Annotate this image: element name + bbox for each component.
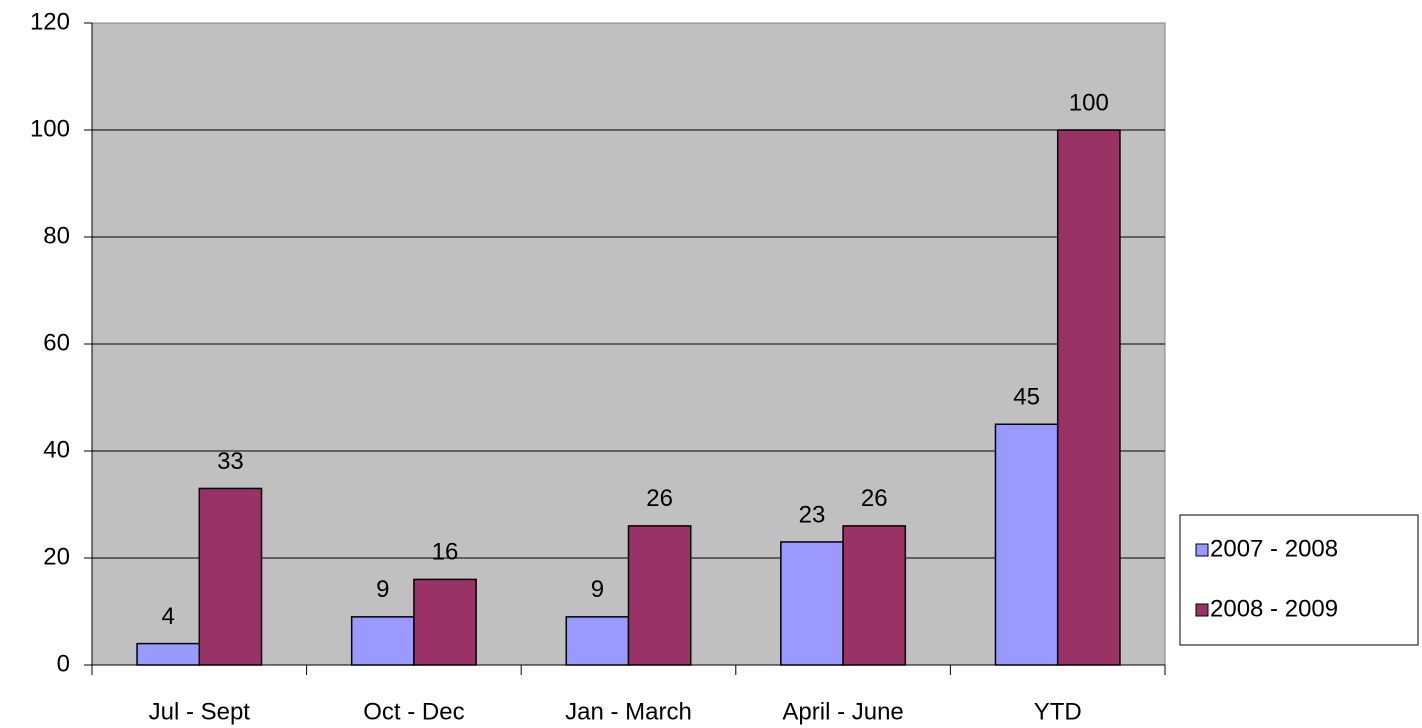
y-tick-label: 120 — [30, 8, 70, 35]
bar — [994, 423, 1059, 666]
data-label: 33 — [217, 448, 244, 475]
data-label: 100 — [1069, 89, 1109, 116]
legend-label: 2008 - 2009 — [1210, 595, 1338, 622]
data-label: 23 — [799, 501, 826, 528]
data-label: 26 — [861, 485, 888, 512]
bar — [780, 541, 844, 666]
x-tick-label: YTD — [1034, 698, 1082, 725]
data-label: 9 — [376, 576, 389, 603]
x-tick-label: Jul - Sept — [149, 698, 251, 725]
y-tick-label: 40 — [43, 436, 70, 463]
y-tick-label: 0 — [57, 650, 70, 677]
y-tick-label: 80 — [43, 222, 70, 249]
bar — [842, 525, 907, 666]
bar — [565, 616, 630, 666]
x-tick-label: April - June — [782, 698, 903, 725]
x-tick-label: Jan - March — [565, 698, 692, 725]
bar — [1056, 129, 1121, 666]
data-label: 45 — [1013, 384, 1040, 411]
legend — [1179, 514, 1419, 646]
y-tick-label: 20 — [43, 543, 70, 570]
y-tick-label: 60 — [43, 329, 70, 356]
bar — [413, 578, 477, 666]
y-tick-label: 100 — [30, 115, 70, 142]
legend-swatch — [1195, 543, 1209, 557]
x-tick-label: Oct - Dec — [363, 698, 464, 725]
bar — [350, 616, 415, 666]
legend-label: 2007 - 2008 — [1210, 535, 1338, 562]
data-label: 16 — [432, 539, 459, 566]
data-label: 9 — [591, 576, 604, 603]
legend-swatch — [1195, 603, 1209, 617]
bar — [627, 525, 692, 666]
bar — [198, 487, 263, 666]
data-label: 26 — [646, 485, 673, 512]
bar — [136, 642, 201, 666]
data-label: 4 — [162, 603, 175, 630]
